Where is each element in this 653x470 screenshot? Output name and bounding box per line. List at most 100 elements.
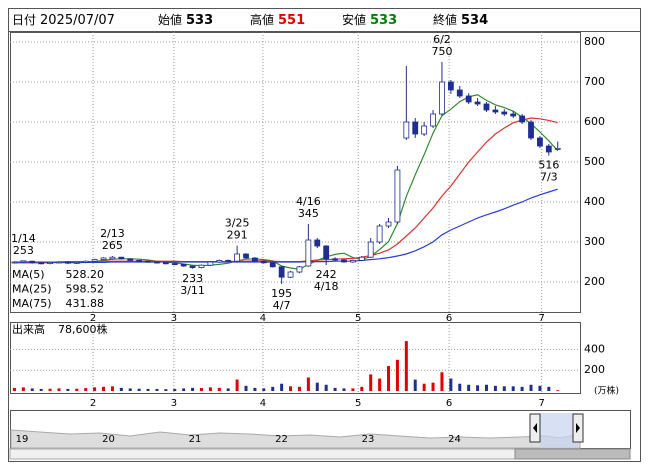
y-tick-label: 800 <box>584 35 605 48</box>
navigator-label: 20 <box>102 434 115 445</box>
candle-body <box>100 257 107 261</box>
volume-bar <box>458 383 462 391</box>
header-label: 安値 <box>342 12 366 27</box>
candle-body <box>349 259 356 263</box>
volume-bar <box>128 388 132 391</box>
candle-body <box>537 137 543 147</box>
volume-bar <box>93 387 97 391</box>
candle-body <box>234 253 241 262</box>
annotation-price: 516 <box>538 159 559 172</box>
volume-bar <box>502 386 506 391</box>
ma-legend-name: MA(25) <box>12 283 52 296</box>
ma-line <box>14 188 558 264</box>
header-label: 高値 <box>250 12 274 27</box>
header-value: 533 <box>186 13 213 28</box>
navigator-label: 21 <box>189 434 202 445</box>
volume-bar <box>351 388 355 391</box>
volume-bar <box>520 386 524 391</box>
x-tick-label: 3 <box>171 313 177 324</box>
volume-bar <box>297 386 301 391</box>
candle-body <box>465 95 472 103</box>
frame <box>8 8 641 462</box>
header-value: 551 <box>278 13 305 28</box>
candle-body <box>252 257 258 262</box>
candle-body <box>528 121 534 139</box>
header-label: 終値 <box>433 12 457 27</box>
volume-bar <box>493 385 497 391</box>
candle-body <box>243 253 249 259</box>
volume-bar <box>360 386 364 391</box>
volume-bar <box>413 379 417 391</box>
volume-bar <box>306 377 310 391</box>
y-tick-label: 700 <box>584 75 605 88</box>
annotation-price: 750 <box>431 45 452 58</box>
navigator-label: 23 <box>362 434 375 445</box>
volume-bar <box>48 388 52 391</box>
header-value: 533 <box>370 13 397 28</box>
x-tick-label: 6 <box>446 313 452 324</box>
candle-body <box>341 259 347 263</box>
volume-bar <box>404 341 408 391</box>
candle-body <box>20 260 27 263</box>
x-tick-label: 3 <box>171 398 177 409</box>
volume-bar <box>431 382 435 391</box>
x-tick-label: 2 <box>90 398 96 409</box>
candle-body <box>403 121 410 139</box>
annotation-price: 195 <box>271 287 292 300</box>
left-arrow <box>533 423 537 433</box>
candle-body <box>430 113 436 127</box>
navigator-label: 22 <box>275 434 288 445</box>
annotation-price: 242 <box>316 268 337 281</box>
volume-bar <box>66 388 70 391</box>
volume-bar <box>289 386 293 391</box>
annotation-date: 4/16 <box>296 195 321 208</box>
volume-panel <box>10 322 581 394</box>
header-field: 日付 2025/07/07 <box>12 13 115 28</box>
volume-bar <box>333 387 337 391</box>
candle-body <box>118 256 125 260</box>
header-field: 高値 551 <box>250 12 305 28</box>
candle-body <box>73 261 80 264</box>
volume-bar <box>182 388 186 391</box>
annotation-price: 265 <box>102 239 123 252</box>
candle-body <box>189 265 196 269</box>
candle-body <box>296 266 303 273</box>
candle-body <box>154 261 160 264</box>
candle-body <box>91 259 98 262</box>
candle-body <box>278 266 285 278</box>
annotation-date: 4/18 <box>314 280 339 293</box>
annotation-date: 2/13 <box>100 227 125 240</box>
ma-legend-value: 598.52 <box>66 283 105 296</box>
volume-bar <box>75 388 79 391</box>
x-tick-label: 5 <box>355 398 361 409</box>
candle-body <box>376 225 383 243</box>
annotation-date: 3/25 <box>225 217 250 230</box>
scrollbar-thumb[interactable] <box>514 448 631 460</box>
y-tick-label: 300 <box>584 235 605 248</box>
volume-bar <box>315 382 319 391</box>
candle-body <box>64 261 71 264</box>
annotation-date: 7/3 <box>540 171 558 184</box>
volume-bar <box>449 378 453 391</box>
ma-legend-name: MA(5) <box>12 268 45 281</box>
volume-bar <box>244 385 248 391</box>
volume-bar <box>476 385 480 391</box>
annotation-price: 345 <box>298 207 319 220</box>
volume-bar <box>217 387 221 391</box>
volume-bar <box>84 388 88 391</box>
volume-bar <box>253 387 257 391</box>
candle-body <box>385 221 392 227</box>
volume-bar <box>119 387 123 391</box>
volume-bar <box>21 387 25 391</box>
ma-legend-name: MA(75) <box>12 297 52 310</box>
navigator-window <box>540 413 578 448</box>
ma-legend-box <box>11 267 106 311</box>
candle-body <box>367 241 374 258</box>
volume-bar <box>110 386 114 391</box>
candle-body <box>11 261 18 264</box>
candle-body <box>225 259 232 262</box>
volume-bar <box>484 384 488 391</box>
header-value: 2025/07/07 <box>40 13 115 28</box>
candle-body <box>109 256 116 260</box>
